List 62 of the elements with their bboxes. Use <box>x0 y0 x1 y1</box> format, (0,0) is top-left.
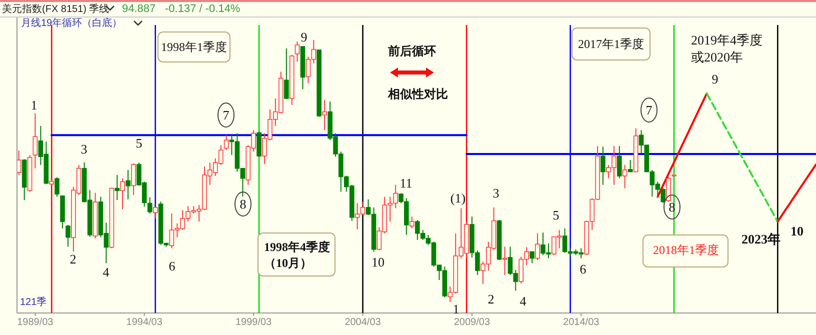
annotation: 6 <box>580 262 587 277</box>
candlestick <box>535 232 540 261</box>
annotation: 2019年4季度或2020年 <box>691 32 762 65</box>
candlestick <box>17 150 22 176</box>
annotation: 5 <box>552 208 560 223</box>
annotation: 10 <box>372 254 384 270</box>
annotation: 5 <box>136 136 142 151</box>
annotation: 2 <box>488 292 494 307</box>
candlestick <box>284 48 289 100</box>
annotation: 9 <box>712 72 718 87</box>
candlestick <box>32 112 38 169</box>
annotation: 11 <box>400 176 412 191</box>
annotation: 2018年1季度 <box>653 243 719 258</box>
annotation: 4 <box>520 294 527 309</box>
annotation: 121季 <box>20 296 47 308</box>
candlestick <box>617 146 622 179</box>
candlestick <box>628 159 633 172</box>
annotation: 6 <box>168 258 176 274</box>
candlestick <box>322 100 327 131</box>
candlestick <box>410 216 414 229</box>
candlestick <box>54 176 60 198</box>
annotation: 4 <box>102 264 110 280</box>
candlestick <box>126 169 130 200</box>
candlestick <box>66 224 70 248</box>
chart-subtitle: 月线19年循环（白底） <box>21 17 122 29</box>
text: -0.137 / -0.14% <box>165 3 240 15</box>
x-tick-label: 1994/03 <box>126 317 163 328</box>
candlestick <box>120 178 125 210</box>
x-tick-label: 1989/03 <box>17 317 54 328</box>
candlestick <box>131 162 136 196</box>
chart-title: 美元指数(FX 8151) 季线 <box>2 3 110 15</box>
annotation: 7 <box>222 108 230 123</box>
x-tick-label: 2004/03 <box>344 317 382 328</box>
x-tick-label: 2014/03 <box>563 317 600 328</box>
annotation: 3 <box>492 186 500 201</box>
annotation: (1) <box>450 190 466 206</box>
candlestick <box>666 176 671 202</box>
annotation: 1 <box>30 98 38 113</box>
candlestick <box>224 134 229 151</box>
x-tick-label: 2009/03 <box>454 317 490 328</box>
annotation: 1 <box>452 302 460 317</box>
annotation: 10 <box>790 224 804 239</box>
text: 94.887 <box>122 3 156 15</box>
x-tick-label: 1999/03 <box>235 317 272 328</box>
annotation: 前后循环 <box>387 44 436 58</box>
annotation: 8 <box>240 196 246 212</box>
annotation: 相似性对比 <box>387 87 448 102</box>
candlestick <box>600 146 606 186</box>
annotation: 7 <box>646 102 653 118</box>
annotation: 2017年1季度 <box>578 37 644 52</box>
annotation: 9 <box>300 30 308 45</box>
annotation: 2 <box>70 252 76 267</box>
annotation: 3 <box>80 142 88 157</box>
candlestick <box>147 196 152 214</box>
annotation: 1998年1季度 <box>161 40 227 54</box>
annotation: 1998年4季度（10月） <box>264 240 330 270</box>
candlestick <box>294 41 300 62</box>
candlestick <box>530 251 534 264</box>
candlestick <box>114 174 120 201</box>
candlestick <box>256 131 262 158</box>
candlestick <box>152 206 158 219</box>
candlestick <box>622 164 628 189</box>
